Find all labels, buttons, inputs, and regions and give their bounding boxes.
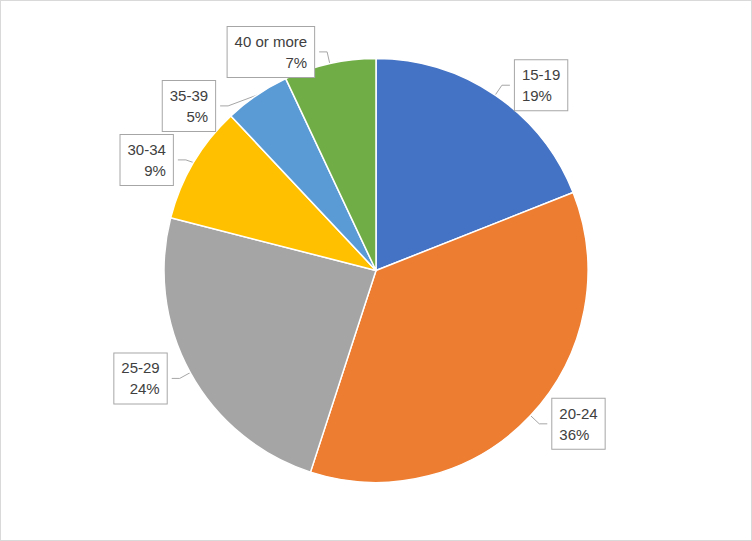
svg-text:40 or more: 40 or more bbox=[235, 33, 308, 50]
svg-text:25-29: 25-29 bbox=[121, 359, 159, 376]
svg-text:36%: 36% bbox=[559, 426, 589, 443]
svg-text:19%: 19% bbox=[522, 87, 552, 104]
svg-text:20-24: 20-24 bbox=[559, 405, 597, 422]
svg-text:15-19: 15-19 bbox=[522, 66, 560, 83]
svg-text:24%: 24% bbox=[130, 380, 160, 397]
svg-text:5%: 5% bbox=[186, 108, 208, 125]
svg-text:35-39: 35-39 bbox=[170, 87, 208, 104]
svg-text:30-34: 30-34 bbox=[127, 141, 165, 158]
svg-text:9%: 9% bbox=[144, 162, 166, 179]
svg-text:7%: 7% bbox=[285, 54, 307, 71]
